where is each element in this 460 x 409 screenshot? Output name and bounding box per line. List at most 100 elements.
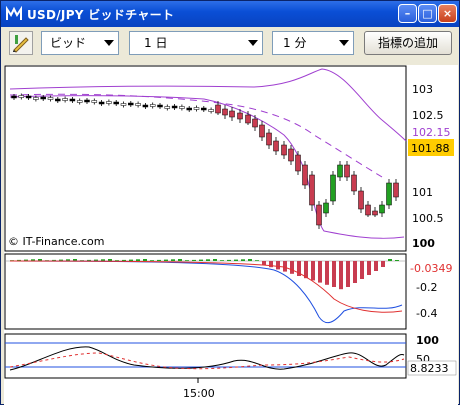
histogram-bar bbox=[94, 259, 98, 261]
candle-body bbox=[149, 104, 156, 107]
histogram-bar bbox=[115, 260, 119, 261]
title-bar: USD/JPY ビッドチャート – □ × bbox=[1, 1, 459, 27]
histogram-bar bbox=[367, 261, 371, 275]
price-tick-100-5: 100.5 bbox=[412, 212, 444, 225]
price-side-select[interactable]: ビッド bbox=[41, 31, 119, 55]
candle-body bbox=[120, 103, 127, 106]
price-tick-102-15: 102.15 bbox=[412, 126, 451, 139]
period-value: 1 日 bbox=[144, 36, 168, 50]
add-indicator-button[interactable]: 指標の追加 bbox=[364, 31, 452, 55]
macd-histogram bbox=[10, 259, 399, 290]
candle-body bbox=[40, 96, 46, 100]
candle-body bbox=[215, 104, 221, 114]
price-panel bbox=[4, 65, 407, 252]
histogram-bar bbox=[248, 259, 252, 261]
histogram-bar bbox=[262, 261, 266, 265]
chevron-down-icon bbox=[248, 40, 258, 46]
chevron-down-icon bbox=[104, 40, 114, 46]
candle-body bbox=[316, 204, 322, 226]
candle-body bbox=[135, 103, 141, 106]
candle-body bbox=[201, 107, 207, 111]
candle-body bbox=[25, 95, 32, 99]
candle-body bbox=[266, 132, 272, 146]
histogram-bar bbox=[206, 259, 210, 261]
histogram-bar bbox=[381, 261, 385, 267]
current-osc-badge bbox=[407, 360, 457, 376]
interval-select[interactable]: 1 分 bbox=[272, 31, 354, 55]
candle-body bbox=[237, 112, 243, 120]
candle-body bbox=[302, 164, 308, 186]
candle-body bbox=[372, 210, 378, 216]
current-price-badge bbox=[408, 139, 454, 156]
histogram-bar bbox=[164, 259, 168, 261]
candle-body bbox=[222, 108, 228, 116]
candle-body bbox=[55, 98, 61, 102]
candle-body bbox=[365, 204, 371, 216]
candle-body bbox=[259, 124, 265, 138]
histogram-bar bbox=[339, 261, 343, 290]
histogram-bar bbox=[234, 259, 238, 261]
moving-average-line bbox=[9, 93, 383, 178]
histogram-bar bbox=[136, 259, 140, 261]
maximize-button[interactable]: □ bbox=[418, 4, 437, 23]
candle-body bbox=[273, 140, 279, 152]
macd-tick-0-2: -0.2 bbox=[416, 281, 437, 294]
candle-body bbox=[379, 204, 385, 214]
toolbar: ビッド 1 日 1 分 指標の追加 bbox=[1, 27, 459, 61]
candle-body bbox=[323, 202, 329, 214]
chevron-down-icon bbox=[339, 40, 349, 46]
price-tick-102-5: 102.5 bbox=[412, 109, 444, 122]
candle-body bbox=[208, 109, 214, 112]
candle-body bbox=[113, 101, 119, 105]
histogram-bar bbox=[87, 259, 91, 261]
histogram-bar bbox=[395, 260, 399, 261]
candle-body bbox=[351, 174, 357, 192]
candle-body bbox=[281, 144, 287, 156]
period-select[interactable]: 1 日 bbox=[129, 31, 263, 55]
current-macd-label: -0.0349 bbox=[410, 262, 452, 275]
candle-body bbox=[186, 107, 192, 111]
candle-body bbox=[288, 148, 294, 162]
candle-body bbox=[295, 154, 301, 172]
candle-body bbox=[358, 190, 364, 210]
histogram-bar bbox=[24, 259, 28, 261]
histogram-bar bbox=[213, 259, 217, 261]
histogram-bar bbox=[304, 261, 308, 279]
histogram-bar bbox=[325, 261, 329, 285]
candle-body bbox=[106, 101, 112, 104]
histogram-bar bbox=[276, 261, 280, 270]
histogram-bar bbox=[199, 259, 203, 261]
upper-band-line bbox=[9, 68, 407, 142]
macd-signal-line bbox=[9, 260, 403, 313]
close-icon: × bbox=[442, 7, 453, 20]
chart-area[interactable]: 103 102.5 102.15 101.88 101 100.5 100 © … bbox=[4, 65, 458, 405]
interval-value: 1 分 bbox=[283, 36, 307, 50]
histogram-bar bbox=[346, 261, 350, 287]
drawing-tool-button[interactable] bbox=[9, 31, 33, 55]
histogram-bar bbox=[80, 260, 84, 261]
candle-body bbox=[344, 164, 350, 178]
histogram-bar bbox=[157, 259, 161, 261]
histogram-bar bbox=[283, 261, 287, 272]
histogram-bar bbox=[192, 259, 196, 261]
oscillator-k-line bbox=[9, 346, 405, 371]
histogram-bar bbox=[59, 259, 63, 261]
histogram-bar bbox=[332, 261, 336, 287]
candle-body bbox=[11, 95, 17, 99]
histogram-bar bbox=[31, 259, 35, 261]
time-tick-15-00: 15:00 bbox=[183, 387, 215, 400]
price-chart[interactable]: 103 102.5 102.15 101.88 101 100.5 100 © … bbox=[4, 65, 458, 405]
candle-body bbox=[142, 104, 149, 108]
copyright-label: © IT-Finance.com bbox=[8, 235, 105, 248]
candle-body bbox=[69, 98, 76, 102]
histogram-bar bbox=[255, 260, 259, 261]
current-osc-label: 8.8233 bbox=[410, 362, 449, 375]
close-button[interactable]: × bbox=[438, 4, 457, 23]
candle-body bbox=[252, 118, 258, 128]
candle-body bbox=[62, 98, 68, 101]
minimize-button[interactable]: – bbox=[398, 4, 417, 23]
histogram-bar bbox=[374, 261, 378, 271]
candle-body bbox=[98, 101, 105, 105]
macd-panel bbox=[4, 253, 407, 330]
